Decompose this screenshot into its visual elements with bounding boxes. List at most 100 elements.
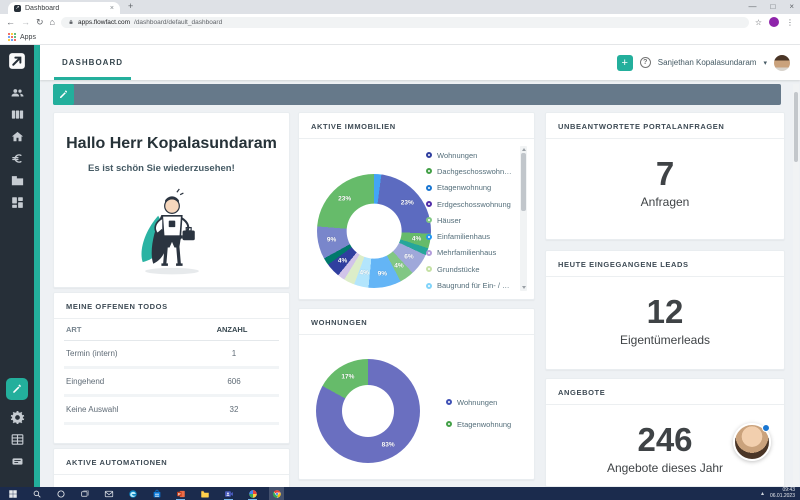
immobilien-card-title: AKTIVE IMMOBILIEN [299,113,534,139]
angebote-value: 246 [637,421,693,458]
donut-hole [342,385,394,437]
angebote-card-title: ANGEBOTE [546,379,784,405]
legend-item: Etagenwohnung [426,180,512,196]
scroll-up-icon[interactable] [521,148,526,151]
back-icon[interactable]: ← [6,16,15,27]
todo-row[interactable]: Termin (intern) 1 [64,341,279,369]
edit-dashboard-button[interactable] [53,84,74,105]
legend-label: Grundstücke [437,264,480,274]
taskbar-task-view-icon[interactable] [79,488,90,499]
taskbar-edge-icon[interactable] [127,488,138,499]
greeting-subtitle: Es ist schön Sie wiederzusehen! [88,163,235,174]
bookmark-apps[interactable]: Apps [20,33,36,41]
bookmarks-bar: Apps [0,30,800,45]
legend-scrollbar[interactable] [520,146,527,291]
taskbar-start-icon[interactable] [7,488,18,499]
reload-icon[interactable]: ↻ [36,16,44,27]
tab-close-icon[interactable]: × [109,4,114,12]
sidebar-item-pipeline[interactable] [9,106,25,122]
browser-tab[interactable]: ↗ Dashboard × [8,2,120,14]
immobilien-donut-chart: 23% 4% 6% 4% 9% 4% 4% 9% 23% [317,174,431,288]
euro-icon [11,153,22,163]
apps-grid-icon[interactable] [8,33,16,41]
legend-label: Etagenwohnung [437,183,492,193]
legend-item: Dachgeschosswohnung [426,163,512,179]
support-chat-avatar[interactable] [733,423,771,461]
user-avatar[interactable] [774,54,790,71]
greeting-card: Hallo Herr Kopalasundaram Es ist schön S… [53,112,290,288]
browser-profile-avatar[interactable] [769,17,779,27]
sidebar-item-dashboard[interactable] [9,194,25,210]
page-scrollbar-thumb[interactable] [794,92,798,162]
home-icon[interactable]: ⌂ [49,16,55,27]
window-minimize-button[interactable]: — [748,2,757,11]
new-tab-button[interactable]: + [128,1,134,11]
slice-label: 9% [326,236,337,244]
taskbar-cortana-icon[interactable] [55,488,66,499]
bookmark-star-icon[interactable]: ☆ [754,17,762,27]
online-status-dot [762,424,770,432]
home-icon [11,131,23,141]
tab-dashboard-label: DASHBOARD [62,58,123,67]
slice-label: 4% [359,269,369,277]
url-bar[interactable]: apps.flowfact.com/dashboard/default_dash… [60,16,749,28]
taskbar-photos-icon[interactable] [247,488,258,500]
legend-label: Wohnungen [457,397,498,407]
legend-label: Mehrfamilienhaus [437,248,497,258]
forward-icon[interactable]: → [21,16,30,27]
sidebar-item-settings[interactable] [9,409,25,425]
portalanfragen-card: UNBEANTWORTETE PORTALANFRAGEN 7 Anfragen [545,112,785,240]
todo-anzahl: 32 [229,405,239,414]
todos-table-header: ART ANZAHL [64,319,279,341]
angebote-label: Angebote dieses Jahr [606,461,724,475]
legend-label: Baugrund für Ein- / Zweifa… [437,281,512,291]
browser-menu-icon[interactable]: ⋮ [786,17,794,27]
dashboard-grid-icon [11,196,23,208]
svg-text:P: P [178,492,181,496]
legend-ring-icon [426,201,432,208]
taskbar-teams-icon[interactable] [223,488,234,500]
scrollbar-thumb[interactable] [521,153,526,211]
taskbar-powerpoint-icon[interactable]: P [175,488,186,500]
taskbar-mail-icon[interactable] [103,488,114,499]
taskbar-chrome-icon[interactable] [269,486,284,500]
legend-ring-icon [426,168,432,175]
sidebar-item-logo[interactable] [8,52,26,70]
sidebar-item-company[interactable] [9,172,25,188]
window-close-button[interactable]: × [789,2,794,11]
url-path: /dashboard/default_dashboard [134,18,223,26]
chevron-down-icon[interactable]: ▾ [763,59,767,67]
page-scrollbar[interactable] [793,84,799,485]
taskbar-explorer-icon[interactable] [199,488,210,499]
automationen-card-title: AKTIVE AUTOMATIONEN [54,449,289,475]
wohnungen-legend: Wohnungen Etagenwohnung [446,391,511,435]
legend-item: Einfamilienhaus [426,228,512,244]
scroll-down-icon[interactable] [521,286,526,289]
legend-item: Häuser [426,212,512,228]
sidebar-item-finance[interactable] [9,150,25,166]
pencil-icon [13,384,21,393]
sidebar-item-news[interactable] [9,453,25,469]
donut-hole [346,203,402,259]
add-dashboard-button[interactable]: + [616,54,633,71]
tray-expand-icon[interactable]: ▴ [760,491,764,497]
clock-time: 09:43 [782,487,795,493]
sidebar-item-edit[interactable] [6,378,28,400]
taskbar-search-icon[interactable] [31,488,42,499]
windows-taskbar: P ▴ 09:43 06.01.2023 [0,486,800,500]
sidebar-item-tables[interactable] [9,431,25,447]
tab-dashboard[interactable]: DASHBOARD [54,45,131,80]
todo-row[interactable]: Keine Auswahl 32 [64,397,279,425]
slice-label: 23% [400,199,414,207]
user-name[interactable]: Sanjethan Kopalasundaram [657,58,757,67]
sidebar-item-contacts[interactable] [9,84,25,100]
sidebar-item-properties[interactable] [9,128,25,144]
taskbar-clock[interactable]: 09:43 06.01.2023 [770,487,795,499]
taskbar-store-icon[interactable] [151,488,162,499]
help-icon[interactable]: ? [639,57,651,68]
todo-anzahl: 1 [231,349,237,358]
leads-card: HEUTE EINGEGANGENE LEADS 12 Eigentümerle… [545,250,785,370]
window-maximize-button[interactable]: □ [770,2,776,11]
todo-row[interactable]: Eingehend 606 [64,369,279,397]
